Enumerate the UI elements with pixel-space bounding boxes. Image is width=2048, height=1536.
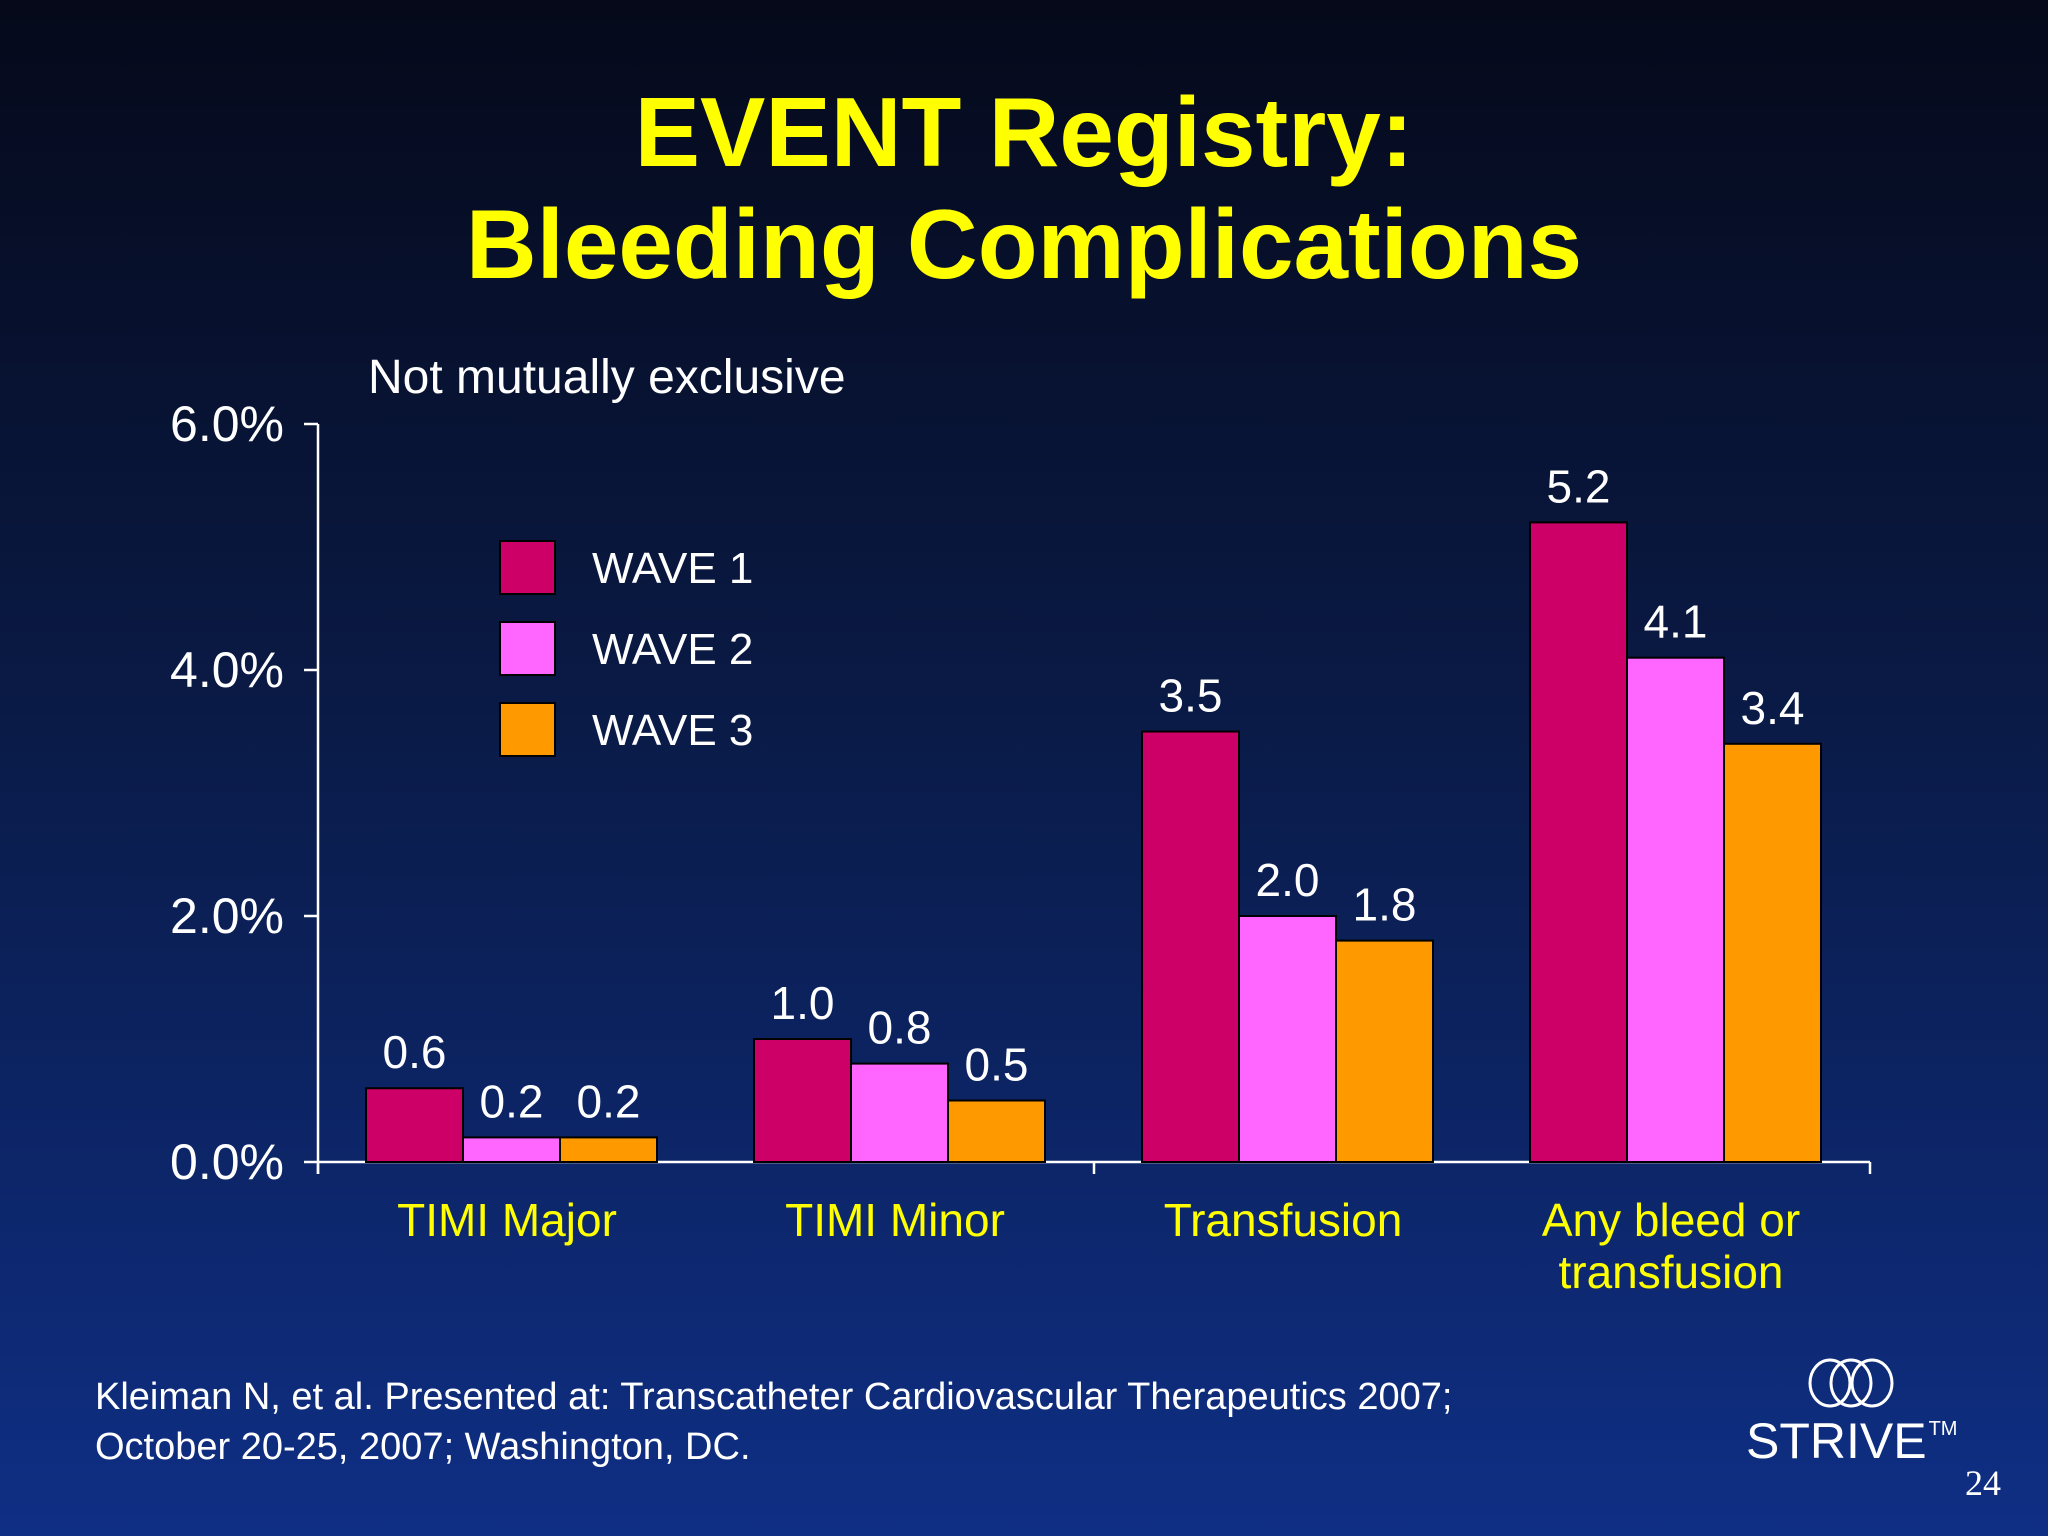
bar-wave-1 (1529, 521, 1628, 1163)
legend-swatch (499, 702, 556, 757)
legend-label: WAVE 2 (592, 625, 753, 674)
bar-value-label: 0.2 (480, 1075, 544, 1127)
y-tick-label: 0.0% (170, 1134, 284, 1190)
x-category-label: TIMI Major (397, 1194, 617, 1246)
bar-wave-3 (559, 1136, 658, 1164)
citation-line-2: October 20-25, 2007; Washington, DC. (95, 1426, 751, 1468)
trademark-mark: TM (1928, 1418, 1958, 1440)
bar-value-label: 3.4 (1741, 682, 1805, 734)
y-tick-label: 2.0% (170, 888, 284, 944)
bar-value-label: 3.5 (1159, 670, 1223, 722)
citation: Kleiman N, et al. Presented at: Transcat… (95, 1372, 1452, 1472)
x-category-label: Any bleed or (1542, 1194, 1800, 1246)
page-number: 24 (1965, 1463, 2001, 1503)
bar-wave-3 (1335, 939, 1434, 1163)
bar-value-label: 0.5 (965, 1039, 1029, 1091)
bar-value-label: 2.0 (1256, 854, 1320, 906)
bar-value-label: 0.8 (868, 1002, 932, 1054)
y-tick-label: 4.0% (170, 642, 284, 698)
bar-value-label: 0.2 (577, 1075, 641, 1127)
slide-title-line-1: EVENT Registry: (634, 77, 1414, 187)
bar-wave-1 (1141, 730, 1240, 1163)
bar-wave-3 (1723, 742, 1822, 1163)
bar-value-label: 0.6 (383, 1026, 447, 1078)
bar-wave-2 (1238, 915, 1337, 1163)
bar-value-label: 5.2 (1547, 460, 1611, 512)
legend-label: WAVE 3 (592, 706, 753, 755)
x-category-label: TIMI Minor (785, 1194, 1005, 1246)
slide-title-line-2: Bleeding Complications (465, 189, 1583, 299)
bar-value-label: 4.1 (1644, 596, 1708, 648)
brand-name: STRIVE TM (1746, 1412, 1957, 1470)
legend-swatch (499, 621, 556, 676)
citation-line-1: Kleiman N, et al. Presented at: Transcat… (95, 1376, 1453, 1418)
brand-text: STRIVE (1746, 1413, 1927, 1469)
x-category-label: Transfusion (1164, 1194, 1403, 1246)
bar-wave-1 (365, 1087, 464, 1163)
chart-note: Not mutually exclusive (368, 351, 846, 404)
bar-value-label: 1.8 (1353, 879, 1417, 931)
y-tick-label: 6.0% (170, 396, 284, 452)
bar-wave-3 (947, 1099, 1046, 1163)
x-category-label: transfusion (1558, 1246, 1783, 1298)
legend-label: WAVE 1 (592, 544, 753, 593)
strive-rings-logo-icon (1808, 1358, 1894, 1408)
bar-wave-1 (753, 1038, 852, 1163)
bar-wave-2 (1626, 656, 1725, 1163)
legend-swatch (499, 540, 556, 595)
bar-value-label: 1.0 (771, 977, 835, 1029)
bar-wave-2 (462, 1136, 561, 1164)
bar-wave-2 (850, 1062, 949, 1163)
